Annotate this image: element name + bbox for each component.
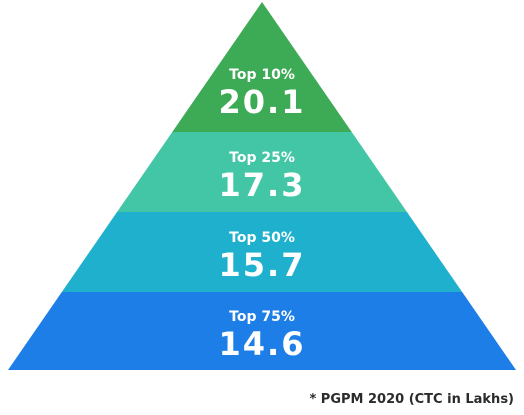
tier-value: 20.1	[219, 83, 306, 121]
tier-label: Top 25%	[229, 150, 295, 166]
tier-value: 15.7	[219, 246, 306, 284]
pyramid-tier-1	[172, 2, 352, 132]
tier-label: Top 10%	[229, 67, 295, 83]
pyramid-tier-2	[117, 132, 407, 212]
pyramid-tier-4	[8, 292, 516, 370]
tier-label: Top 75%	[229, 309, 295, 325]
footnote: * PGPM 2020 (CTC in Lakhs)	[309, 392, 514, 407]
tier-label: Top 50%	[229, 230, 295, 246]
tier-value: 14.6	[219, 325, 306, 363]
tier-value: 17.3	[219, 166, 306, 204]
pyramid-tier-3	[61, 212, 463, 292]
